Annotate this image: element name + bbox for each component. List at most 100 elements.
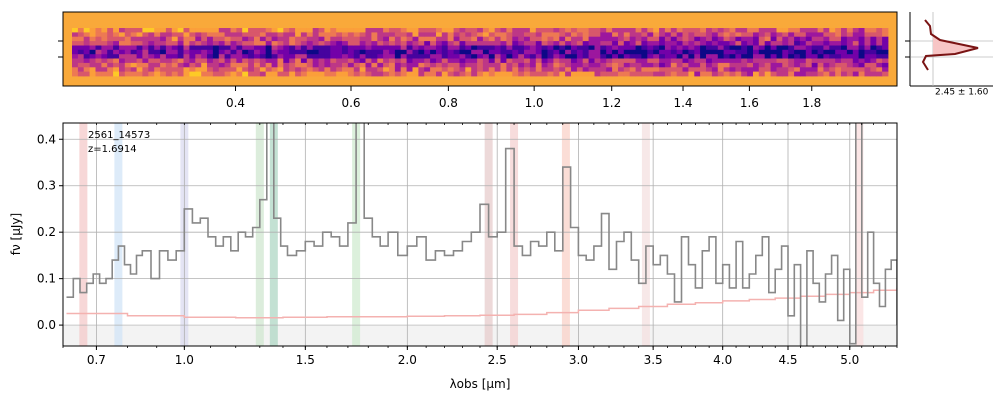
- x-tick-label: 1.5: [296, 353, 315, 367]
- heatmap-cell: [336, 71, 343, 77]
- heatmap-cell: [612, 45, 619, 51]
- heatmap-cell: [300, 54, 308, 59]
- heatmap-cell: [805, 58, 813, 64]
- heatmap-cell: [841, 54, 848, 59]
- heatmap-cell: [659, 41, 666, 46]
- heatmap-cell: [723, 32, 730, 38]
- heatmap-cell: [347, 32, 355, 38]
- heatmap-cell: [383, 36, 390, 42]
- heatmap-cell: [406, 36, 413, 42]
- heatmap-cell: [459, 54, 466, 59]
- heatmap-cell: [788, 41, 795, 46]
- heatmap-cell: [694, 54, 701, 59]
- heatmap-cell: [841, 71, 848, 77]
- heatmap-cell: [148, 32, 155, 38]
- heatmap-cell: [201, 54, 208, 59]
- heatmap-cell: [177, 36, 184, 42]
- heatmap-cell: [83, 28, 90, 33]
- heatmap-cell: [811, 32, 818, 38]
- heatmap-cell: [817, 28, 824, 33]
- heatmap-cell: [682, 58, 689, 64]
- heatmap-cell: [212, 36, 220, 42]
- heatmap-cell: [177, 67, 184, 73]
- heatmap-cell: [224, 41, 231, 46]
- heatmap-cell: [688, 58, 695, 64]
- heatmap-cell: [653, 28, 660, 33]
- heatmap-cell: [124, 54, 132, 59]
- heatmap-cell: [770, 28, 777, 33]
- heatmap-cell: [459, 45, 466, 51]
- heatmap-cell: [183, 58, 190, 64]
- heatmap-cell: [160, 58, 167, 64]
- heatmap-cell: [77, 45, 85, 51]
- heatmap-cell: [735, 71, 742, 77]
- heatmap-cell: [741, 67, 748, 73]
- heatmap-cell: [400, 62, 407, 68]
- heatmap-cell: [77, 67, 85, 73]
- heatmap-cell: [77, 41, 85, 46]
- heatmap-cell: [353, 45, 361, 51]
- heatmap-cell: [553, 54, 560, 59]
- heatmap-cell: [653, 45, 660, 51]
- heatmap-cell: [101, 54, 108, 59]
- heatmap-cell: [741, 36, 748, 42]
- heatmap-cell: [83, 58, 90, 64]
- heatmap-cell: [506, 45, 513, 51]
- heatmap-cell: [758, 49, 766, 55]
- heatmap-cell: [365, 49, 372, 55]
- heatmap-cell: [841, 28, 848, 33]
- heatmap-cell: [324, 62, 331, 68]
- heatmap-cell: [377, 32, 384, 38]
- heatmap-cell: [119, 28, 126, 33]
- heatmap-cell: [565, 45, 572, 51]
- emission-band: [255, 123, 264, 346]
- heatmap-cell: [436, 67, 443, 73]
- heatmap-cell: [711, 32, 719, 38]
- heatmap-cell: [265, 54, 272, 59]
- heatmap-cell: [248, 45, 255, 51]
- heatmap-cell: [271, 45, 278, 51]
- heatmap-cell: [230, 62, 237, 68]
- heatmap-cell: [829, 32, 836, 38]
- heatmap-cell: [383, 62, 390, 68]
- heatmap-cell: [618, 36, 625, 42]
- heatmap-cell: [729, 67, 736, 73]
- heatmap-cell: [729, 28, 736, 33]
- heatmap-cell: [142, 58, 149, 64]
- heatmap-cell: [659, 32, 666, 38]
- heatmap-cell: [723, 71, 730, 77]
- heatmap-cell: [441, 62, 449, 68]
- heatmap-cell: [835, 67, 842, 73]
- heatmap-cell: [277, 36, 284, 42]
- heatmap-cell: [805, 54, 813, 59]
- heatmap-cell: [254, 49, 261, 55]
- heatmap-cell: [318, 62, 325, 68]
- heatmap-cell: [89, 71, 96, 77]
- heatmap-cell: [582, 54, 589, 59]
- heatmap-cell: [248, 36, 255, 42]
- heatmap-cell: [841, 45, 848, 51]
- heatmap-cell: [77, 71, 85, 77]
- heatmap-cell: [706, 41, 713, 46]
- heatmap-cell: [488, 62, 496, 68]
- heatmap-cell: [770, 71, 777, 77]
- x-tick-label: 2.0: [398, 353, 417, 367]
- heatmap-cell: [289, 67, 296, 73]
- heatmap-cell: [412, 54, 419, 59]
- heatmap-cell: [864, 54, 871, 59]
- heatmap-cell: [383, 41, 390, 46]
- heatmap-cell: [107, 49, 114, 55]
- heatmap-cell: [482, 58, 490, 64]
- heatmap-cell: [142, 71, 149, 77]
- heatmap-cell: [764, 36, 771, 42]
- heatmap-cell: [189, 36, 196, 42]
- x-tick-label: 1.0: [175, 353, 194, 367]
- heatmap-cell: [758, 41, 766, 46]
- heatmap-cell: [606, 41, 613, 46]
- heatmap-cell: [183, 36, 190, 42]
- heatmap-cell: [664, 71, 672, 77]
- heatmap-cell: [664, 32, 672, 38]
- heatmap-cell: [95, 54, 102, 59]
- heatmap-cell: [488, 49, 496, 55]
- heatmap-cell: [588, 41, 595, 46]
